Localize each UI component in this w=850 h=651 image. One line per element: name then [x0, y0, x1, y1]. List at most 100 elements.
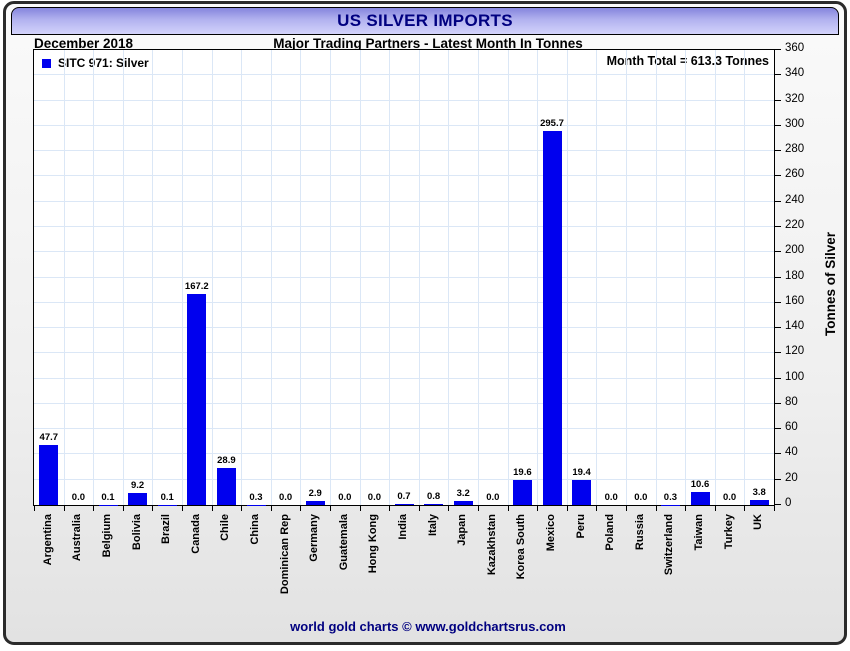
vgridline	[744, 50, 745, 505]
bar	[395, 504, 414, 505]
bar	[543, 131, 562, 505]
x-axis-label: India	[388, 514, 418, 540]
plot-area: SITC 971: Silver Month Total = 613.3 Ton…	[33, 49, 775, 506]
y-tick-label: 240	[785, 194, 804, 206]
x-axis-label: Turkey	[714, 514, 744, 549]
vgridline	[685, 50, 686, 505]
bar-value-label: 19.4	[561, 467, 603, 478]
x-axis-label: Bolivia	[122, 514, 152, 550]
y-tick	[775, 277, 781, 278]
x-axis-label: Korea South	[507, 514, 537, 579]
y-tick-label: 220	[785, 219, 804, 231]
hgridline	[34, 277, 774, 278]
bar	[750, 500, 769, 505]
y-tick	[775, 327, 781, 328]
y-tick-label: 100	[785, 371, 804, 383]
x-tick	[774, 506, 775, 511]
x-tick	[241, 506, 242, 511]
bar	[217, 468, 236, 505]
x-axis-label: Japan	[447, 514, 477, 546]
x-tick	[300, 506, 301, 511]
x-axis-label: Peru	[566, 514, 596, 538]
y-tick-label: 320	[785, 93, 804, 105]
y-tick	[775, 504, 781, 505]
y-tick-label: 0	[785, 497, 791, 509]
hgridline	[34, 378, 774, 379]
bar-value-label: 9.2	[117, 480, 159, 491]
x-tick	[330, 506, 331, 511]
legend: SITC 971: Silver	[42, 56, 149, 70]
x-axis-label: Kazakhstan	[477, 514, 507, 575]
x-axis-label: Guatemala	[329, 514, 359, 570]
hgridline	[34, 403, 774, 404]
vgridline	[389, 50, 390, 505]
bar-value-label: 167.2	[176, 281, 218, 292]
x-axis-label: Canada	[181, 514, 211, 554]
hgridline	[34, 302, 774, 303]
y-axis-title: Tonnes of Silver	[823, 144, 838, 424]
legend-label: SITC 971: Silver	[58, 56, 149, 70]
hgridline	[34, 428, 774, 429]
y-tick-label: 20	[785, 472, 798, 484]
y-tick-label: 40	[785, 446, 798, 458]
y-tick-label: 360	[785, 42, 804, 54]
bar-value-label: 295.7	[531, 118, 573, 129]
bar	[128, 493, 147, 505]
x-axis-label: Germany	[299, 514, 329, 562]
y-tick	[775, 150, 781, 151]
y-tick	[775, 226, 781, 227]
x-axis-label: Chile	[211, 514, 241, 541]
y-tick	[775, 378, 781, 379]
y-tick	[775, 201, 781, 202]
y-tick	[775, 74, 781, 75]
y-tick-label: 200	[785, 244, 804, 256]
y-tick	[775, 49, 781, 50]
bar	[187, 294, 206, 505]
x-tick	[419, 506, 420, 511]
bar-value-label: 0.1	[146, 492, 188, 503]
chart-window: US SILVER IMPORTS December 2018 Major Tr…	[3, 1, 847, 645]
hgridline	[34, 100, 774, 101]
hgridline	[34, 327, 774, 328]
hgridline	[34, 226, 774, 227]
x-tick	[537, 506, 538, 511]
vgridline	[212, 50, 213, 505]
bar-value-label: 3.8	[738, 487, 780, 498]
hgridline	[34, 453, 774, 454]
x-axis-label: Poland	[595, 514, 625, 551]
bar	[454, 501, 473, 505]
y-tick-label: 140	[785, 320, 804, 332]
x-tick	[212, 506, 213, 511]
x-tick	[508, 506, 509, 511]
vgridline	[123, 50, 124, 505]
hgridline	[34, 352, 774, 353]
x-tick	[478, 506, 479, 511]
x-tick	[389, 506, 390, 511]
vgridline	[360, 50, 361, 505]
x-tick	[656, 506, 657, 511]
x-axis-label: Australia	[63, 514, 93, 561]
y-tick-label: 120	[785, 345, 804, 357]
y-tick-label: 160	[785, 295, 804, 307]
vgridline	[300, 50, 301, 505]
x-tick	[64, 506, 65, 511]
vgridline	[330, 50, 331, 505]
bar-value-label: 10.6	[679, 479, 721, 490]
hgridline	[34, 201, 774, 202]
y-tick	[775, 251, 781, 252]
bar-value-label: 47.7	[28, 432, 70, 443]
vgridline	[626, 50, 627, 505]
y-tick	[775, 352, 781, 353]
vgridline	[478, 50, 479, 505]
bar	[513, 480, 532, 505]
bar-value-label: 0.3	[650, 492, 692, 503]
x-tick	[567, 506, 568, 511]
x-tick	[744, 506, 745, 511]
y-tick	[775, 175, 781, 176]
x-axis-label: Italy	[418, 514, 448, 536]
vgridline	[656, 50, 657, 505]
x-axis-label: China	[240, 514, 270, 545]
hgridline	[34, 74, 774, 75]
bar-value-label: 0.1	[87, 492, 129, 503]
x-tick	[360, 506, 361, 511]
